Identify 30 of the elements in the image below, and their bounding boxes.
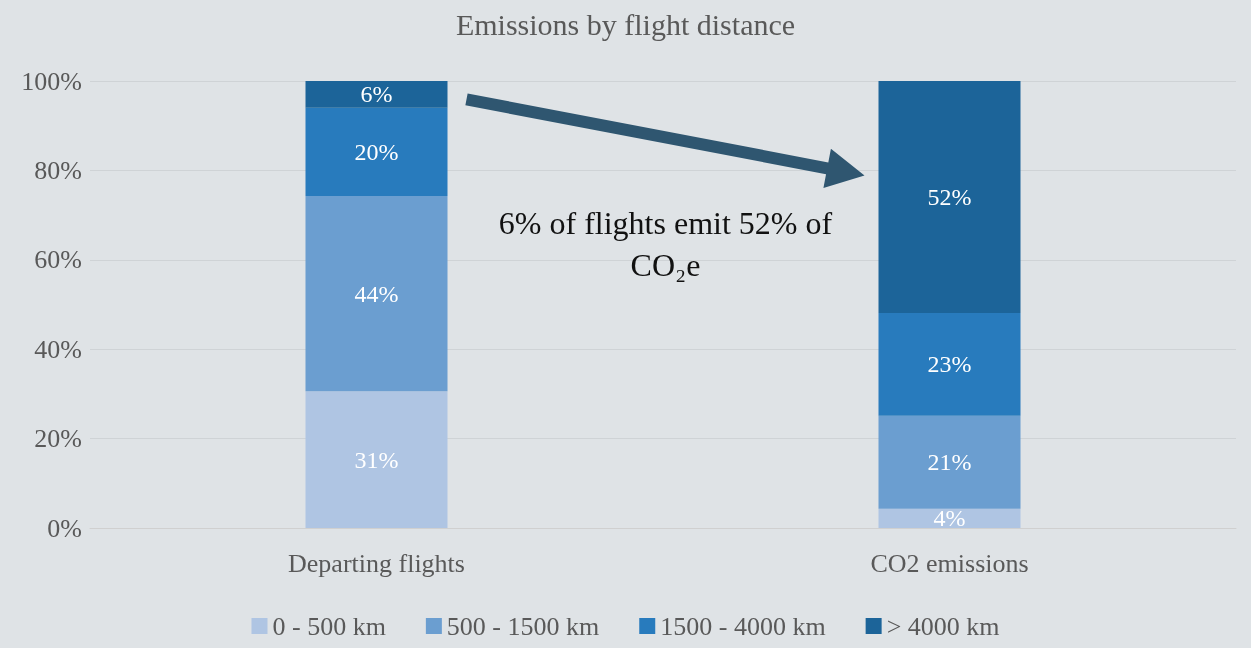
bar bbox=[878, 81, 1021, 313]
bar bbox=[305, 391, 448, 528]
data-label: 44% bbox=[354, 280, 399, 307]
legend-label: 0 - 500 km bbox=[272, 611, 386, 641]
legend-label: > 4000 km bbox=[886, 611, 1000, 641]
y-tick-label: 100% bbox=[21, 66, 82, 96]
bar bbox=[305, 107, 448, 196]
bar bbox=[305, 195, 448, 392]
y-tick-label: 60% bbox=[34, 245, 82, 275]
y-tick-label: 40% bbox=[34, 334, 82, 364]
y-tick-label: 20% bbox=[34, 424, 82, 454]
x-tick-label: CO2 emissions bbox=[870, 548, 1029, 578]
data-label: 52% bbox=[927, 184, 972, 210]
data-label: 31% bbox=[354, 446, 399, 473]
y-tick-label: 80% bbox=[34, 155, 82, 185]
chart-title: Emissions by flight distance bbox=[455, 7, 796, 41]
data-label: 6% bbox=[360, 81, 393, 108]
annotation: 6% of flights emit 52% of CO₂e bbox=[497, 204, 834, 285]
data-label: 23% bbox=[927, 351, 972, 378]
data-label: 21% bbox=[927, 449, 972, 476]
legend-label: 500 - 1500 km bbox=[446, 611, 600, 641]
x-tick-label: Departing flights bbox=[288, 548, 465, 578]
bar bbox=[878, 508, 1021, 528]
bar bbox=[878, 415, 1021, 509]
legend-label: 1500 - 4000 km bbox=[660, 611, 826, 641]
y-tick-label: 0% bbox=[47, 513, 82, 543]
bar bbox=[878, 312, 1021, 416]
data-label: 20% bbox=[354, 138, 399, 165]
bar bbox=[305, 81, 448, 108]
data-label: 4% bbox=[933, 505, 966, 532]
